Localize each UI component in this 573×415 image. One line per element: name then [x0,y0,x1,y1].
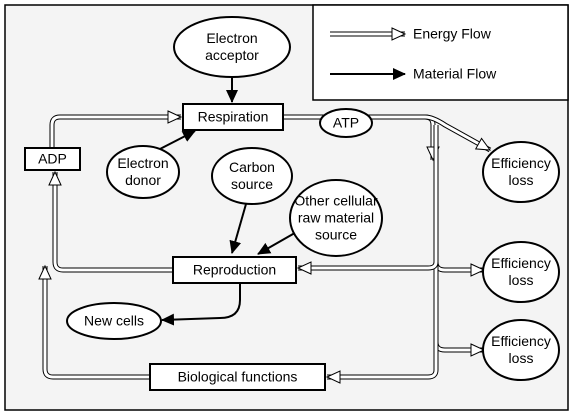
node-box [172,256,297,284]
node: Biological functions [149,363,326,391]
legend-energy: Energy Flow [413,26,492,42]
legend-box [312,4,569,101]
node-label: source [231,176,273,192]
node-ellipse [482,241,560,303]
node-label: source [315,227,357,243]
node-label: Reproduction [193,262,276,278]
node-label: loss [509,350,534,366]
node: New cells [66,302,162,340]
node-box [182,103,284,131]
material-flow [161,283,241,326]
node-label: New cells [84,313,144,329]
node-label: donor [125,172,161,188]
energy-flow [50,110,183,148]
node-ellipse [289,179,383,257]
material-flow [229,203,247,254]
node-box [24,147,81,171]
node-label: Other cellular [294,193,378,209]
node-label: Biological functions [178,369,298,385]
node-ellipse [211,147,293,205]
node-label: ADP [38,151,67,167]
flows [38,27,492,384]
node-label: acceptor [205,47,259,63]
node: ATP [319,108,373,138]
node-label: Efficiency [491,333,551,349]
node-label: loss [509,272,534,288]
node: ADP [24,147,81,171]
legend-material: Material Flow [413,66,497,82]
node-box [149,363,326,391]
node-label: raw material [298,210,374,226]
node-label: loss [509,172,534,188]
node-ellipse [66,302,162,340]
node-label: Electron [206,30,257,46]
node-label: Respiration [198,109,269,125]
material-flow [157,130,196,151]
node-label: ATP [333,115,359,131]
node: Respiration [182,103,284,131]
node-label: Carbon [229,159,275,175]
node: Reproduction [172,256,297,284]
energy-flow [296,261,438,275]
energy-flow [325,342,438,384]
node-ellipse [482,319,560,381]
node-ellipse [482,141,560,203]
node-label: Efficiency [491,155,551,171]
node-ellipse [319,108,373,138]
node-label: Efficiency [491,255,551,271]
node-ellipse [106,145,180,199]
node-ellipse [173,16,291,78]
node-label: Electron [117,155,168,171]
energy-flow [38,264,150,379]
energy-flow [48,170,173,272]
energy-flow [424,115,492,152]
